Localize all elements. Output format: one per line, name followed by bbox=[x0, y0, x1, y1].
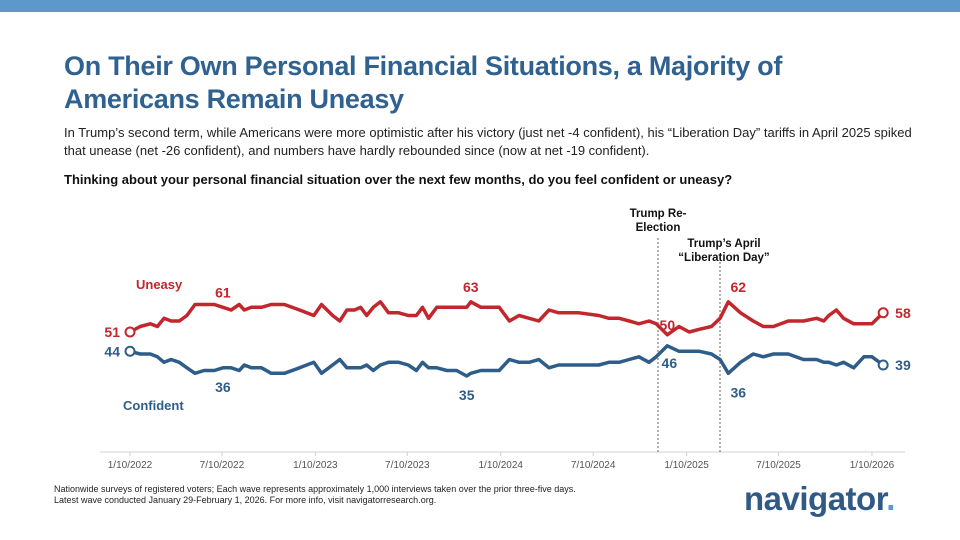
footnote: Nationwide surveys of registered voters;… bbox=[54, 484, 576, 506]
data-label: 39 bbox=[895, 357, 911, 373]
endpoint-marker bbox=[877, 307, 889, 319]
endpoint-marker bbox=[877, 359, 889, 371]
series-line-confident bbox=[129, 344, 885, 378]
event-label: “Liberation Day” bbox=[678, 252, 769, 264]
x-tick-label: 7/10/2022 bbox=[200, 460, 245, 471]
x-tick-label: 7/10/2023 bbox=[385, 460, 430, 471]
x-tick-label: 7/10/2024 bbox=[571, 460, 616, 471]
data-label: 51 bbox=[104, 324, 120, 340]
top-bar bbox=[0, 0, 960, 12]
footnote-line: Nationwide surveys of registered voters;… bbox=[54, 484, 576, 494]
x-tick-label: 1/10/2026 bbox=[850, 460, 895, 471]
footnote-line: Latest wave conducted January 29-Februar… bbox=[54, 495, 437, 505]
x-tick-label: 1/10/2023 bbox=[293, 460, 338, 471]
subtitle: In Trump’s second term, while Americans … bbox=[64, 125, 912, 158]
data-label: 62 bbox=[730, 279, 746, 295]
data-label: 44 bbox=[104, 343, 120, 359]
x-tick-label: 7/10/2025 bbox=[756, 460, 801, 471]
endpoint-marker bbox=[124, 326, 136, 338]
series-label-uneasy: Uneasy bbox=[136, 277, 183, 292]
data-label: 63 bbox=[463, 279, 479, 295]
x-tick-label: 1/10/2024 bbox=[478, 460, 523, 471]
data-label: 50 bbox=[660, 317, 676, 333]
event-label: Trump’s April bbox=[687, 238, 760, 250]
event-label: Election bbox=[636, 222, 681, 234]
event-label: Trump Re- bbox=[630, 208, 687, 220]
data-label: 61 bbox=[215, 284, 231, 300]
data-label: 36 bbox=[730, 384, 746, 400]
endpoint-marker bbox=[124, 345, 136, 357]
data-label: 35 bbox=[459, 387, 475, 403]
data-label: 36 bbox=[215, 379, 231, 395]
survey-question: Thinking about your personal financial s… bbox=[64, 172, 733, 187]
x-tick-label: 1/10/2022 bbox=[108, 460, 153, 471]
navigator-logo: navigator. bbox=[744, 480, 895, 517]
x-tick-label: 1/10/2025 bbox=[664, 460, 709, 471]
series-label-confident: Confident bbox=[123, 398, 184, 413]
data-label: 58 bbox=[895, 305, 911, 321]
page-title: On Their Own Personal Financial Situatio… bbox=[64, 51, 783, 114]
data-label: 46 bbox=[662, 355, 678, 371]
series-line-uneasy bbox=[129, 300, 885, 337]
